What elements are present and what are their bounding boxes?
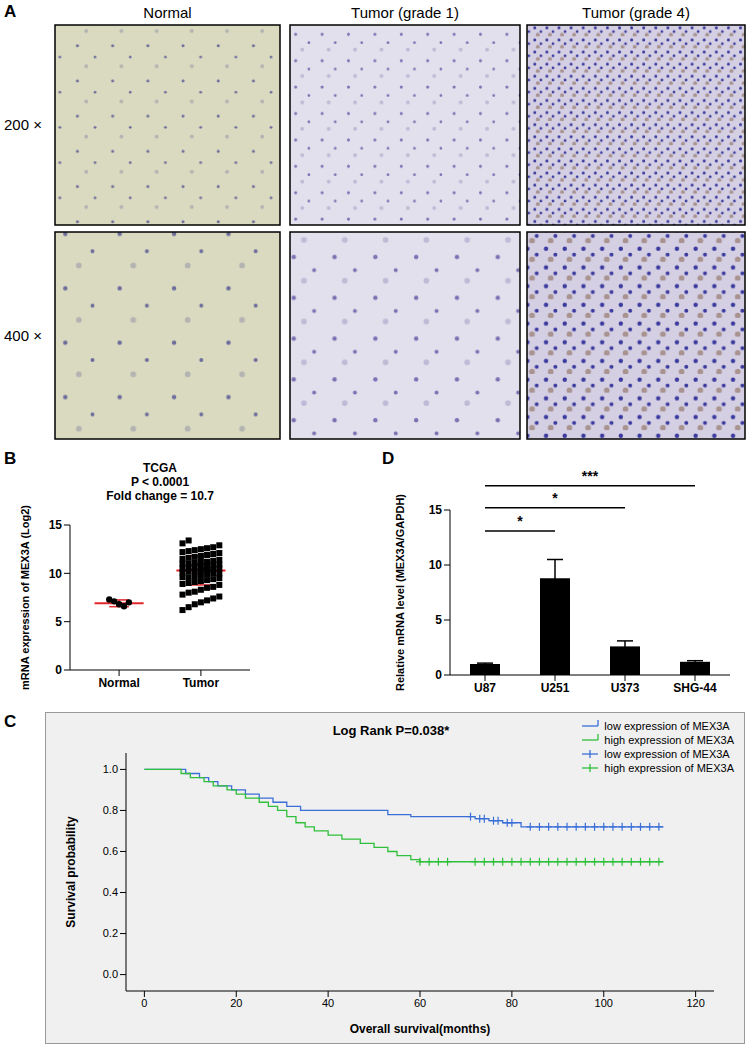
svg-text:0.2: 0.2 (103, 927, 118, 939)
svg-text:15: 15 (49, 518, 63, 532)
html-text:low expression of MEX3A: low expression of MEX3A (604, 720, 730, 732)
svg-text:60: 60 (414, 997, 426, 1009)
svg-text:5: 5 (55, 615, 62, 629)
svg-text:10: 10 (49, 567, 63, 581)
svg-text:0.4: 0.4 (103, 886, 118, 898)
svg-text:*: * (517, 513, 523, 529)
html-text:400 ×: 400 × (4, 326, 42, 344)
html-text:low expression of MEX3A: low expression of MEX3A (604, 748, 730, 760)
html-text:high expression of MEX3A: high expression of MEX3A (604, 762, 734, 774)
svg-text:Relative mRNA level (MEX3A/GAP: Relative mRNA level (MEX3A/GAPDH) (394, 494, 406, 691)
svg-text:0: 0 (435, 668, 442, 682)
html-text:Normal: Normal (143, 4, 192, 21)
html-text:Fold change = 10.7: Fold change = 10.7 (106, 489, 214, 503)
svg-text:1.0: 1.0 (103, 763, 118, 775)
svg-text:120: 120 (686, 997, 704, 1009)
svg-text:0.8: 0.8 (103, 804, 118, 816)
html-text:200 ×: 200 × (4, 116, 42, 133)
svg-text:U251: U251 (541, 681, 570, 695)
html-text:B: B (4, 449, 17, 468)
svg-text:0: 0 (141, 997, 147, 1009)
html-text:TCGA: TCGA (143, 461, 177, 475)
svg-text:U373: U373 (611, 681, 640, 695)
html-text:Tumor (grade 4): Tumor (grade 4) (582, 4, 690, 21)
svg-text:5: 5 (435, 613, 442, 627)
svg-text:SHG-44: SHG-44 (673, 681, 717, 695)
svg-text:Normal: Normal (98, 676, 139, 690)
svg-text:40: 40 (322, 997, 334, 1009)
html-text:D: D (382, 449, 395, 468)
svg-text:U87: U87 (474, 681, 496, 695)
html-text:A: A (4, 2, 17, 21)
svg-text:20: 20 (230, 997, 242, 1009)
html-text:P < 0.0001: P < 0.0001 (130, 475, 190, 489)
svg-text:10: 10 (429, 558, 443, 572)
svg-text:Survival probability: Survival probability (64, 816, 78, 928)
svg-text:Overall survival(months): Overall survival(months) (350, 1022, 491, 1036)
svg-text:100: 100 (595, 997, 613, 1009)
svg-text:0.0: 0.0 (103, 968, 118, 980)
svg-text:Tumor: Tumor (183, 676, 220, 690)
svg-text:0.6: 0.6 (103, 845, 118, 857)
svg-text:*: * (552, 490, 558, 506)
html-text:Log Rank P=0.038*: Log Rank P=0.038* (332, 723, 450, 738)
html-text:Tumor (grade 1): Tumor (grade 1) (351, 4, 459, 21)
svg-text:mRNA expression of MEX3A (Log2: mRNA expression of MEX3A (Log2) (19, 505, 31, 690)
svg-text:80: 80 (506, 997, 518, 1009)
html-text:C: C (4, 712, 17, 731)
svg-text:0: 0 (55, 663, 62, 677)
html-text:high expression of MEX3A: high expression of MEX3A (604, 734, 734, 746)
svg-text:***: *** (582, 468, 599, 484)
svg-text:15: 15 (429, 503, 443, 517)
